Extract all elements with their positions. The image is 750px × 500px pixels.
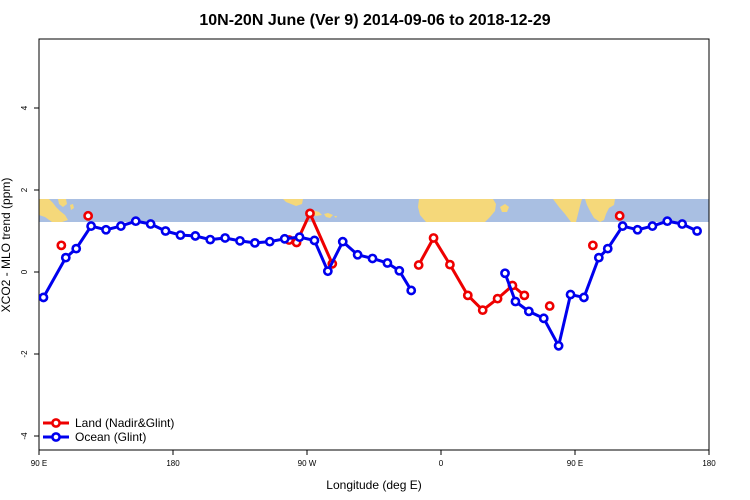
data-point-ocean <box>130 216 141 227</box>
y-tick-label: 0 <box>20 269 29 274</box>
data-point-ocean <box>220 233 231 243</box>
legend: Land (Nadir&Glint)Ocean (Glint) <box>43 416 174 444</box>
x-tick-label: 0 <box>439 459 444 468</box>
data-point-ocean <box>602 243 613 254</box>
data-point-ocean <box>352 249 363 260</box>
data-point-ocean <box>579 292 589 303</box>
data-point-land <box>83 210 94 221</box>
data-point-land <box>462 290 473 301</box>
map-strip <box>39 199 709 222</box>
y-tick-label: -2 <box>20 350 29 358</box>
data-point-ocean <box>86 221 97 231</box>
data-point-ocean <box>115 221 126 231</box>
map-strip-land-region <box>418 199 496 222</box>
data-point-ocean <box>175 230 186 240</box>
map-strip-land-region <box>58 199 67 207</box>
data-point-ocean <box>523 306 534 317</box>
map-strip-land-region <box>585 199 615 222</box>
plot-frame <box>38 38 710 451</box>
map-strip-land-region <box>500 204 509 212</box>
data-point-land <box>305 208 315 219</box>
x-tick-label: 180 <box>702 459 716 468</box>
data-point-ocean <box>205 234 216 245</box>
data-point-ocean <box>677 219 688 229</box>
data-point-ocean <box>39 292 49 303</box>
data-point-ocean <box>101 224 111 235</box>
y-axis: -4 -2 0 2 4 <box>20 105 39 440</box>
data-point-land <box>519 290 530 301</box>
data-point-ocean <box>617 221 628 231</box>
data-point-ocean <box>190 231 201 241</box>
map-strip-land-region <box>39 199 68 222</box>
data-point-ocean <box>553 340 564 351</box>
data-point-ocean <box>662 216 673 227</box>
series-line-ocean <box>503 219 698 348</box>
y-tick-label: -4 <box>20 432 29 440</box>
map-strip-land-region <box>553 199 582 222</box>
data-point-ocean <box>632 224 643 235</box>
data-point-land <box>477 305 488 316</box>
data-point-ocean <box>565 289 576 300</box>
data-point-ocean <box>647 221 658 231</box>
data-point-land <box>587 240 598 251</box>
x-tick-label: 90 E <box>567 459 583 468</box>
data-point-ocean <box>500 268 510 279</box>
map-strip-land-region <box>283 199 303 206</box>
data-point-ocean <box>294 232 305 243</box>
legend-label-ocean: Ocean (Glint) <box>75 430 146 444</box>
map-strip-land-region <box>70 204 74 210</box>
y-tick-label: 2 <box>20 187 29 192</box>
chart-title: 10N-20N June (Ver 9) 2014-09-06 to 2018-… <box>199 12 550 29</box>
data-point-ocean <box>71 243 82 254</box>
data-point-ocean <box>322 266 333 277</box>
x-axis: 90 E 180 90 W 0 90 E 180 <box>31 450 716 468</box>
y-axis-label: XCO2 - MLO trend (ppm) <box>0 178 13 313</box>
data-point-ocean <box>394 265 405 276</box>
map-strip-land-region <box>334 216 337 218</box>
x-axis-label: Longitude (deg E) <box>326 478 421 492</box>
map-strip-ocean <box>39 199 709 222</box>
series-layer <box>39 208 702 351</box>
data-point-ocean <box>60 252 71 263</box>
data-point-land <box>413 260 424 270</box>
legend-marker-ocean <box>51 432 61 442</box>
data-point-ocean <box>145 219 156 229</box>
data-point-ocean <box>160 226 171 236</box>
x-tick-label: 90 E <box>31 459 47 468</box>
data-point-ocean <box>235 235 245 246</box>
data-point-ocean <box>510 296 521 307</box>
data-point-ocean <box>264 236 275 247</box>
data-point-land <box>544 301 555 311</box>
legend-marker-land <box>51 418 61 428</box>
x-tick-label: 180 <box>166 459 180 468</box>
data-point-ocean <box>692 226 702 236</box>
data-point-land <box>445 259 455 270</box>
data-point-land <box>614 210 625 221</box>
data-point-ocean <box>538 313 549 324</box>
x-tick-label: 90 W <box>298 459 317 468</box>
data-point-ocean <box>367 253 378 264</box>
data-point-ocean <box>279 233 290 244</box>
data-point-ocean <box>309 235 320 246</box>
data-point-land <box>492 293 503 304</box>
y-tick-label: 4 <box>20 105 29 110</box>
data-point-ocean <box>593 252 604 263</box>
data-point-ocean <box>406 285 417 296</box>
legend-label-land: Land (Nadir&Glint) <box>75 416 174 430</box>
data-point-ocean <box>382 258 393 268</box>
data-point-land <box>428 233 439 243</box>
data-point-ocean <box>249 237 260 248</box>
data-point-land <box>56 240 67 251</box>
map-strip-land-region <box>324 213 333 218</box>
data-point-ocean <box>337 236 348 247</box>
